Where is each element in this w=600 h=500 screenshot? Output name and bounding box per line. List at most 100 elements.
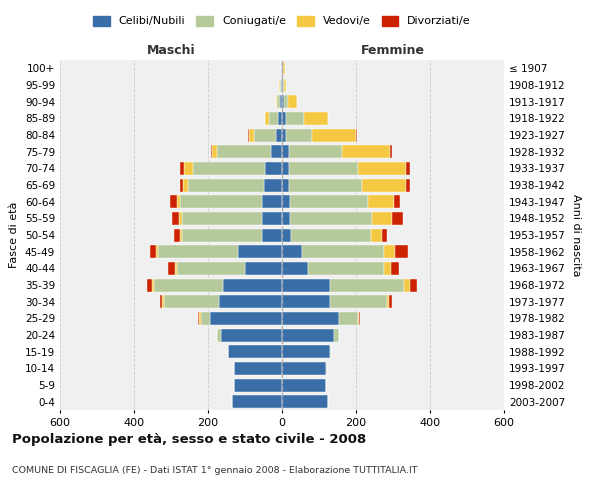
Bar bbox=[410, 278, 417, 291]
Bar bbox=[282, 395, 328, 408]
Bar bbox=[282, 328, 334, 342]
Bar bbox=[263, 178, 282, 192]
Bar bbox=[282, 112, 286, 125]
Bar bbox=[154, 278, 223, 291]
Bar bbox=[289, 145, 343, 158]
Bar bbox=[152, 278, 154, 291]
Bar bbox=[283, 78, 284, 92]
Bar bbox=[356, 128, 357, 141]
Bar bbox=[211, 145, 212, 158]
Bar bbox=[282, 162, 289, 175]
Bar bbox=[262, 228, 282, 241]
Bar bbox=[290, 212, 371, 225]
Bar bbox=[212, 145, 217, 158]
Bar bbox=[180, 162, 184, 175]
Bar bbox=[286, 112, 304, 125]
Bar bbox=[282, 278, 330, 291]
Bar bbox=[283, 62, 284, 75]
Bar bbox=[265, 112, 269, 125]
Bar bbox=[238, 245, 282, 258]
Bar bbox=[362, 178, 406, 192]
Bar bbox=[176, 195, 180, 208]
Bar bbox=[287, 95, 297, 108]
Bar bbox=[172, 212, 179, 225]
Bar bbox=[234, 378, 282, 392]
Bar bbox=[371, 228, 382, 241]
Bar bbox=[223, 278, 282, 291]
Bar bbox=[249, 128, 254, 141]
Bar bbox=[180, 195, 262, 208]
Bar bbox=[269, 112, 278, 125]
Bar bbox=[193, 162, 265, 175]
Bar bbox=[330, 295, 388, 308]
Bar bbox=[158, 245, 238, 258]
Bar bbox=[382, 228, 388, 241]
Bar bbox=[392, 212, 403, 225]
Bar bbox=[160, 295, 163, 308]
Bar bbox=[254, 128, 277, 141]
Bar bbox=[311, 128, 356, 141]
Bar bbox=[330, 345, 331, 358]
Bar bbox=[147, 278, 152, 291]
Bar bbox=[176, 262, 245, 275]
Bar bbox=[262, 212, 282, 225]
Bar bbox=[343, 145, 391, 158]
Bar bbox=[217, 328, 221, 342]
Bar bbox=[395, 245, 408, 258]
Bar bbox=[284, 78, 286, 92]
Bar bbox=[282, 145, 289, 158]
Bar bbox=[163, 295, 164, 308]
Bar bbox=[404, 278, 410, 291]
Bar bbox=[232, 395, 282, 408]
Bar bbox=[188, 178, 263, 192]
Bar bbox=[164, 295, 219, 308]
Text: Popolazione per età, sesso e stato civile - 2008: Popolazione per età, sesso e stato civil… bbox=[12, 432, 366, 446]
Bar bbox=[282, 378, 326, 392]
Bar bbox=[282, 78, 283, 92]
Bar bbox=[182, 228, 262, 241]
Y-axis label: Anni di nascita: Anni di nascita bbox=[571, 194, 581, 276]
Bar bbox=[406, 178, 410, 192]
Bar bbox=[304, 112, 328, 125]
Bar bbox=[282, 95, 284, 108]
Bar bbox=[182, 212, 262, 225]
Bar bbox=[302, 245, 384, 258]
Bar bbox=[149, 245, 156, 258]
Bar bbox=[388, 295, 389, 308]
Bar bbox=[179, 212, 182, 225]
Text: COMUNE DI FISCAGLIA (FE) - Dati ISTAT 1° gennaio 2008 - Elaborazione TUTTITALIA.: COMUNE DI FISCAGLIA (FE) - Dati ISTAT 1°… bbox=[12, 466, 418, 475]
Bar bbox=[358, 162, 406, 175]
Bar bbox=[282, 62, 283, 75]
Bar bbox=[334, 328, 340, 342]
Bar bbox=[290, 195, 368, 208]
Bar bbox=[173, 228, 180, 241]
Bar bbox=[358, 312, 359, 325]
Bar bbox=[248, 128, 249, 141]
Bar bbox=[271, 145, 282, 158]
Bar bbox=[394, 195, 400, 208]
Bar bbox=[286, 128, 311, 141]
Bar bbox=[282, 245, 302, 258]
Bar bbox=[265, 162, 282, 175]
Bar bbox=[245, 262, 282, 275]
Bar bbox=[199, 312, 200, 325]
Text: Maschi: Maschi bbox=[146, 44, 196, 57]
Bar bbox=[391, 262, 398, 275]
Bar bbox=[217, 145, 271, 158]
Bar bbox=[227, 345, 229, 358]
Bar bbox=[282, 262, 308, 275]
Bar bbox=[184, 162, 193, 175]
Bar bbox=[289, 162, 358, 175]
Bar bbox=[284, 95, 287, 108]
Bar bbox=[282, 345, 330, 358]
Bar bbox=[282, 212, 290, 225]
Bar bbox=[280, 78, 281, 92]
Bar bbox=[229, 345, 282, 358]
Bar bbox=[276, 95, 277, 108]
Bar bbox=[391, 145, 392, 158]
Bar bbox=[175, 262, 176, 275]
Bar bbox=[179, 178, 183, 192]
Bar bbox=[170, 195, 176, 208]
Bar bbox=[277, 128, 282, 141]
Bar bbox=[280, 95, 282, 108]
